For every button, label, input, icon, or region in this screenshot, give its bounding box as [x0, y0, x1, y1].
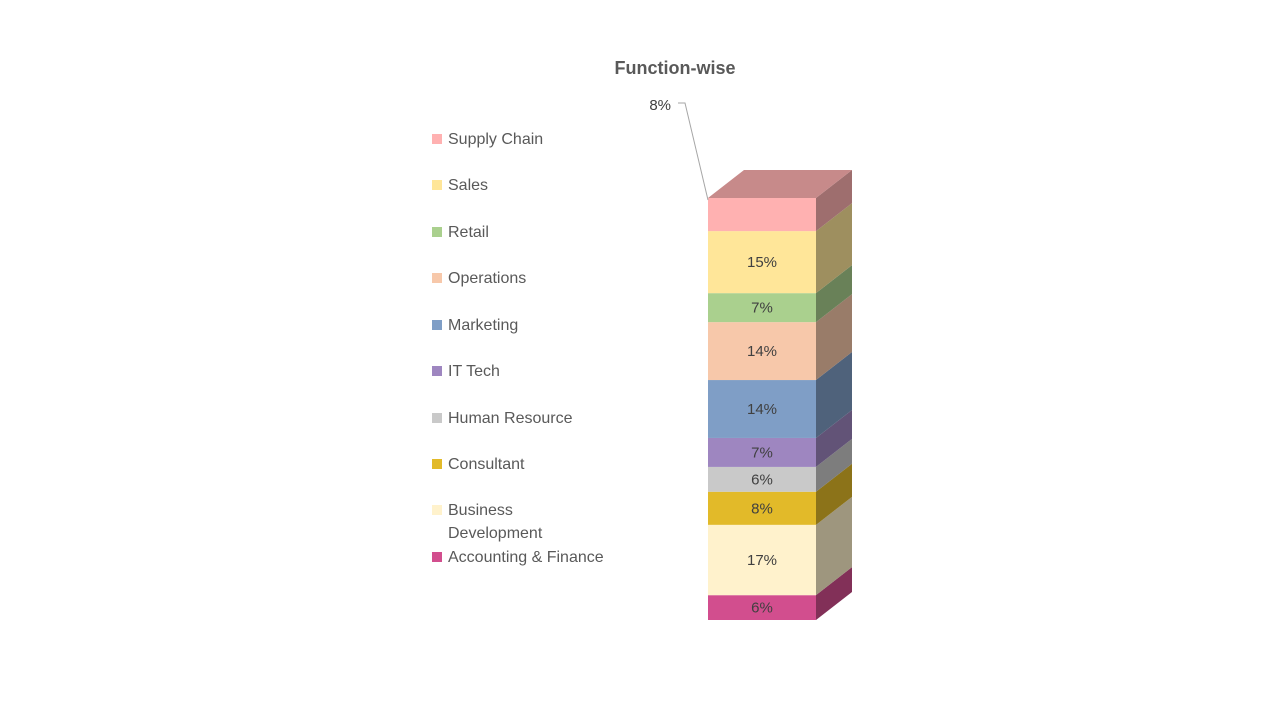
data-label-it-tech: 7% — [751, 444, 773, 461]
legend-swatch — [432, 505, 442, 515]
bar-segment-it-tech — [708, 409, 852, 467]
bar-top-face — [708, 170, 852, 198]
bar-side-business-development — [816, 496, 852, 596]
legend-swatch — [432, 180, 442, 190]
data-label-sales: 15% — [747, 254, 777, 271]
bar-segment-operations — [708, 294, 852, 381]
legend-swatch — [432, 320, 442, 330]
bar-front-consultant — [708, 491, 816, 525]
data-label-accounting-finance: 6% — [751, 600, 773, 617]
legend-label: Sales — [448, 177, 489, 194]
bar-side-supply-chain — [816, 170, 852, 232]
data-label-operations: 14% — [747, 343, 777, 360]
bar-front-human-resource — [708, 466, 816, 492]
bar-side-it-tech — [816, 409, 852, 467]
bar-side-consultant — [816, 463, 852, 525]
bar-side-marketing — [816, 352, 852, 438]
legend-label: Accounting & Finance — [448, 549, 604, 566]
bar-side-sales — [816, 203, 852, 294]
bar-segment-retail — [708, 265, 852, 323]
data-label-human-resource: 6% — [751, 471, 773, 488]
data-label-retail: 7% — [751, 300, 773, 317]
chart-title: Function-wise — [614, 58, 736, 78]
bar-side-retail — [816, 265, 852, 323]
legend-label: Consultant — [448, 456, 525, 473]
legend-swatch — [432, 227, 442, 237]
legend-label: Marketing — [448, 317, 519, 334]
bar-front-it-tech — [708, 437, 816, 467]
bar-front-sales — [708, 231, 816, 294]
bar-front-marketing — [708, 380, 816, 438]
legend-swatch — [432, 413, 442, 423]
legend-swatch — [432, 134, 442, 144]
data-label-consultant: 8% — [751, 500, 773, 517]
bar-side-operations — [816, 294, 852, 381]
bar-segment-accounting-finance — [708, 567, 852, 620]
bar-front-operations — [708, 322, 816, 381]
data-label-marketing: 14% — [747, 401, 777, 418]
legend-swatch — [432, 459, 442, 469]
legend-swatch — [432, 273, 442, 283]
legend-label: Retail — [448, 224, 489, 241]
bar-segment-business-development — [708, 496, 852, 596]
legend-swatch — [432, 552, 442, 562]
bar-segment-supply-chain — [708, 170, 852, 232]
bar-side-human-resource — [816, 438, 852, 492]
legend-label: Business Development — [448, 502, 543, 542]
bar-front-retail — [708, 293, 816, 323]
data-label-business-development: 17% — [747, 552, 777, 569]
data-label-supply-chain: 8% — [649, 97, 671, 114]
bar-segment-sales — [708, 203, 852, 294]
legend-label: Human Resource — [448, 410, 573, 427]
bar-segment-human-resource — [708, 438, 852, 492]
data-label-leader-line — [678, 102, 709, 201]
bar-segment-marketing — [708, 352, 852, 438]
bar-segment-consultant — [708, 463, 852, 525]
legend-label: Supply Chain — [448, 131, 544, 148]
bar-front-supply-chain — [708, 198, 816, 232]
bar-front-accounting-finance — [708, 595, 816, 620]
bar-front-business-development — [708, 524, 816, 596]
bar-side-accounting-finance — [816, 567, 852, 620]
legend-label: IT Tech — [448, 363, 500, 380]
legend-swatch — [432, 366, 442, 376]
legend-label: Operations — [448, 270, 527, 287]
